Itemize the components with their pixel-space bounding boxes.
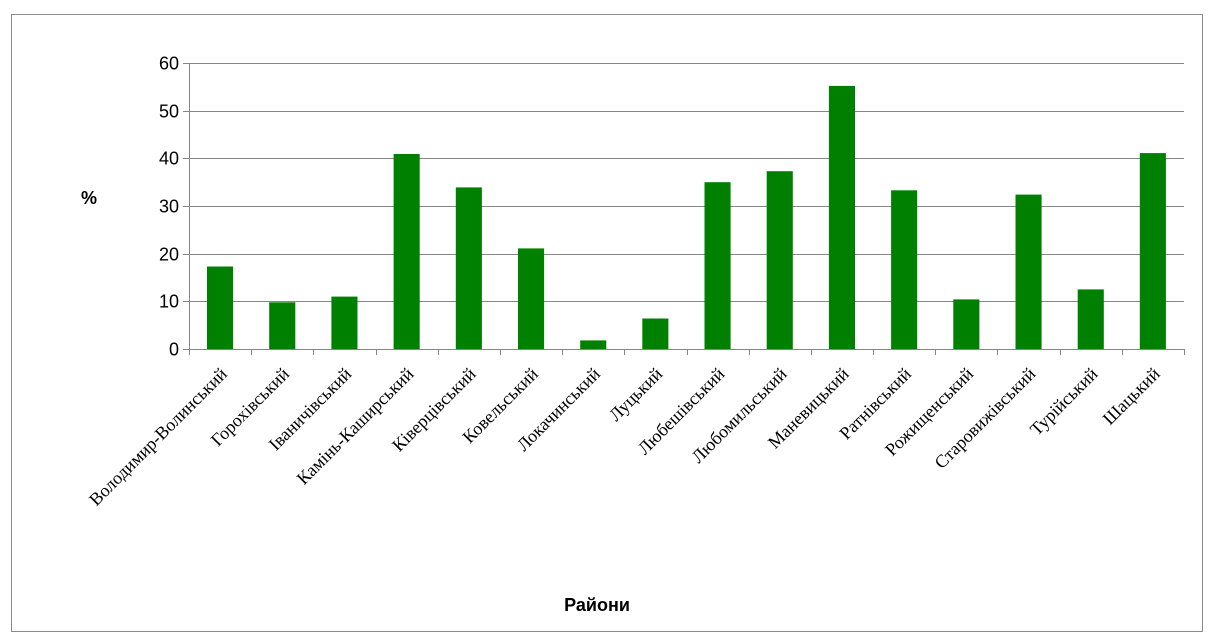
bar-4	[455, 187, 482, 349]
bar-1	[269, 302, 296, 349]
tick-labels: 0102030405060Володимир-ВолинськийГорохів…	[85, 54, 1164, 510]
bar-15	[1139, 153, 1166, 349]
bar-2	[331, 296, 358, 349]
axes	[183, 63, 1185, 355]
y-tick-label-1: 10	[159, 292, 179, 312]
bar-0	[207, 266, 234, 349]
bar-12	[953, 299, 980, 349]
bar-7	[642, 318, 669, 349]
bar-13	[1015, 194, 1042, 349]
bar-9	[766, 171, 793, 349]
x-tick-label-15: Шацький	[1099, 363, 1164, 428]
y-axis-title: %	[81, 188, 97, 208]
bar-14	[1077, 289, 1104, 349]
x-axis-title: Райони	[564, 595, 630, 615]
bar-10	[828, 85, 855, 350]
y-tick-label-4: 40	[159, 149, 179, 169]
bar-3	[393, 154, 420, 349]
bar-8	[704, 182, 731, 349]
y-tick-label-5: 50	[159, 102, 179, 122]
y-tick-label-2: 20	[159, 245, 179, 265]
x-tick-label-14: Турійський	[1026, 363, 1102, 439]
bars	[207, 85, 1166, 350]
bar-11	[891, 190, 918, 349]
x-tick-label-3: Камінь-Каширський	[293, 363, 418, 488]
y-tick-label-6: 60	[159, 54, 179, 74]
y-tick-label-3: 30	[159, 197, 179, 217]
bar-5	[518, 248, 545, 349]
x-tick-label-7: Луцький	[605, 363, 667, 425]
bar-6	[580, 340, 607, 349]
y-tick-label-0: 0	[169, 340, 179, 360]
